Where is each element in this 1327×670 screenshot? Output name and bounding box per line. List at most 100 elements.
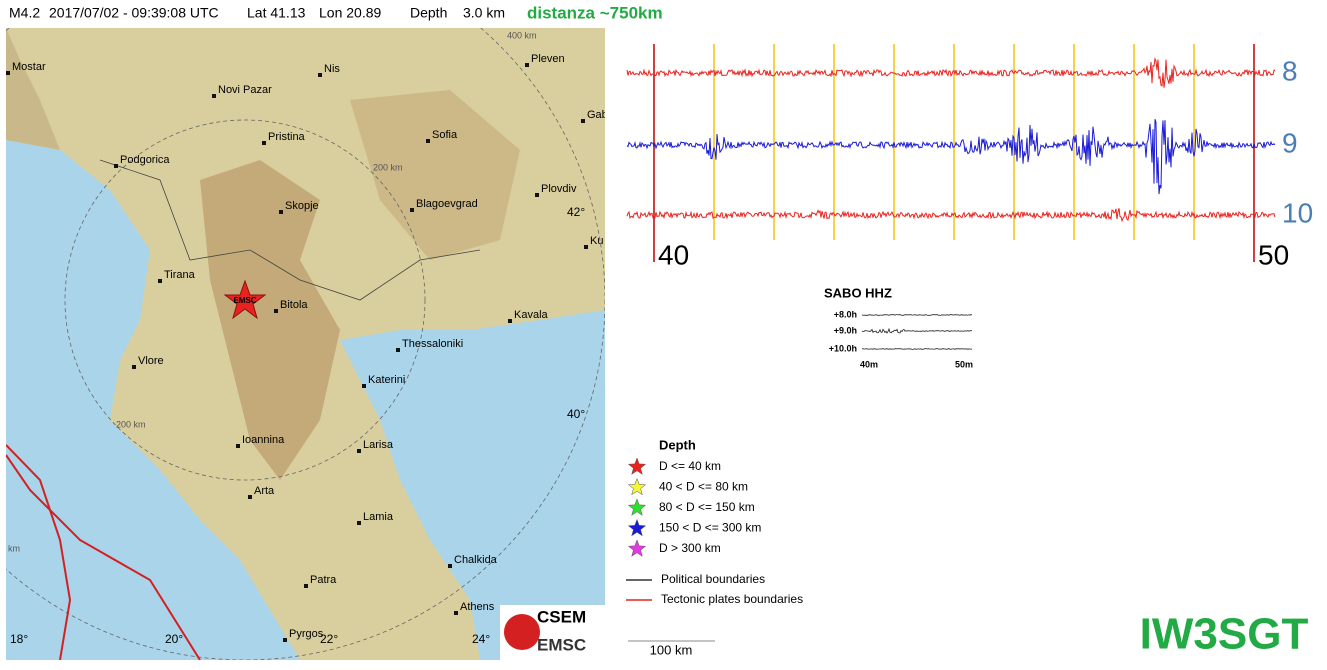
small-trace	[861, 348, 973, 350]
header: M4.2 2017/07/02 - 09:39:08 UTC Lat 41.13 Lo…	[9, 5, 505, 21]
map: Mostar Novi Pazar Nis Pleven Pristina Sofia Ga…	[6, 28, 608, 660]
small-trace	[861, 314, 973, 316]
sea-west	[6, 140, 300, 660]
city-label: Ioannina	[242, 434, 285, 446]
epicenter-label: EMSC	[233, 296, 256, 305]
city-dot	[584, 245, 588, 249]
distance-note: distanza ~750km	[527, 3, 663, 22]
city-dot	[283, 638, 287, 642]
city-label: Plovdiv	[541, 183, 577, 195]
city-label: Larisa	[363, 439, 394, 451]
small-hour: +10.0h	[829, 343, 857, 353]
city-dot	[448, 564, 452, 568]
city-label: Nis	[324, 63, 340, 75]
legend-label: Political boundaries	[661, 572, 765, 586]
header-item: 2017/07/02 - 09:39:08 UTC	[49, 5, 219, 21]
hour-label: 8	[1282, 55, 1298, 86]
plate-boundary	[6, 444, 72, 660]
ring-200	[64, 119, 426, 481]
small-hour: +8.0h	[834, 309, 857, 319]
city-dot	[357, 449, 361, 453]
legend-star	[627, 539, 647, 557]
city-dot	[304, 584, 308, 588]
plate-boundary	[6, 454, 201, 660]
city-dot	[6, 71, 10, 75]
peloponnese	[270, 540, 340, 640]
city-dot	[132, 365, 136, 369]
city-dot	[362, 384, 366, 388]
city-label: Sofia	[432, 129, 458, 141]
city-label: Thessaloniki	[402, 338, 463, 350]
city-dot	[396, 348, 400, 352]
city-label: Arta	[254, 485, 275, 497]
city-dot	[535, 193, 539, 197]
city-dot	[357, 521, 361, 525]
legend-label: 80 < D <= 150 km	[659, 500, 755, 514]
city-label: Gab	[587, 109, 608, 121]
city-dot	[318, 73, 322, 77]
cities: Mostar Novi Pazar Nis Pleven Pristina Sofia Ga…	[6, 53, 608, 642]
hour-label: 9	[1282, 127, 1298, 158]
city-dot	[426, 139, 430, 143]
trace	[626, 119, 1276, 195]
epicenter-star	[223, 279, 267, 320]
mountains	[200, 160, 340, 480]
city-label: Athens	[460, 601, 495, 613]
legend-label: 40 < D <= 80 km	[659, 480, 748, 494]
city-label: Chalkida	[454, 554, 498, 566]
legend-star	[627, 518, 647, 537]
city-label: Podgorica	[120, 154, 170, 166]
legend-star	[627, 498, 647, 516]
city-dot	[236, 444, 240, 448]
small-trace	[861, 327, 972, 334]
city-dot	[508, 319, 512, 323]
city-dot	[525, 63, 529, 67]
city-dot	[248, 495, 252, 499]
signature: IW3SGT	[1140, 610, 1309, 659]
header-item: M4.2	[9, 5, 40, 21]
city-label: Bitola	[280, 299, 308, 311]
ring-label: 400 km	[507, 30, 537, 40]
legend: Depth D <= 40 km 40 < D <= 80 km 80 < D <= …	[626, 437, 803, 606]
header-item: 3.0 km	[463, 5, 505, 21]
city-label: Novi Pazar	[218, 84, 272, 96]
minute-label: 40	[658, 239, 689, 270]
political-boundary	[99, 159, 481, 301]
city-dot	[581, 119, 585, 123]
city-label: Mostar	[12, 61, 46, 73]
header-item: Depth	[410, 5, 447, 21]
city-label: Skopje	[285, 200, 319, 212]
city-dot	[262, 141, 266, 145]
trace	[626, 208, 1276, 223]
city-dot	[274, 309, 278, 313]
lon-label: 18°	[10, 632, 28, 646]
header-item: Lon 20.89	[319, 5, 381, 21]
legend-star	[627, 457, 647, 475]
city-label: Ku	[590, 235, 603, 247]
small-minute: 40m	[860, 359, 878, 369]
small-title: SABO HHZ	[824, 285, 892, 300]
city-label: Pleven	[531, 53, 565, 65]
legend-label: 150 < D <= 300 km	[659, 521, 761, 535]
header-item: Lat 41.13	[247, 5, 306, 21]
city-label: Pristina	[268, 131, 306, 143]
lon-label: 22°	[320, 632, 338, 646]
legend-label: Tectonic plates boundaries	[661, 592, 803, 606]
city-dot	[279, 210, 283, 214]
city-dot	[114, 164, 118, 168]
ring-label: km	[8, 543, 20, 553]
city-label: Lamia	[363, 511, 394, 523]
legend-title: Depth	[659, 437, 696, 452]
city-dot	[454, 611, 458, 615]
legend-star	[627, 477, 647, 496]
city-label: Kavala	[514, 309, 549, 321]
logo-text: EMSC	[537, 635, 586, 654]
hour-label: 10	[1282, 197, 1313, 228]
seismogram: 8 9 10 40 50	[626, 44, 1313, 270]
logo: CSEM EMSC	[500, 605, 605, 660]
sea-aegean	[340, 310, 605, 660]
small-minute: 50m	[955, 359, 973, 369]
city-label: Katerini	[368, 374, 405, 386]
